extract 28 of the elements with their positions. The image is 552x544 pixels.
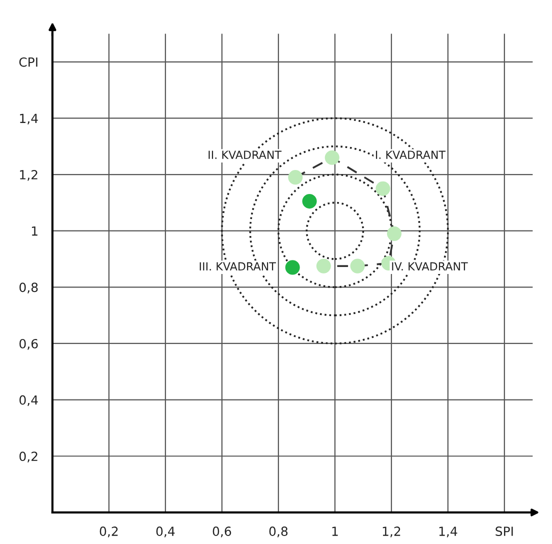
y-tick-label: 1 xyxy=(32,226,38,236)
annotation: II. KVADRANT xyxy=(208,150,282,159)
point xyxy=(386,226,402,241)
point xyxy=(324,150,340,165)
point xyxy=(350,258,365,274)
point xyxy=(288,170,303,185)
y-tick-label: 0,8 xyxy=(19,282,38,294)
annotation: I. KVADRANT xyxy=(376,150,446,159)
y-tick-label: 0,2 xyxy=(19,452,38,462)
x-tick-label: 1 xyxy=(332,526,338,536)
y-tick-label: 1,4 xyxy=(20,114,38,124)
x-tick-label: 0,2 xyxy=(100,526,118,538)
y-tick-label: CPI xyxy=(19,57,38,67)
point xyxy=(376,181,390,196)
point xyxy=(285,260,300,275)
x-tick-label: 0,4 xyxy=(156,526,175,538)
y-tick-label: 0,4 xyxy=(19,395,38,406)
annotation: IV. KVADRANT xyxy=(392,262,468,270)
x-tick-label: 0,6 xyxy=(212,526,232,538)
annotation: III. KVADRANT xyxy=(200,262,276,270)
point xyxy=(302,194,317,209)
x-tick-label: SPI xyxy=(496,526,513,536)
point xyxy=(316,258,331,274)
x-tick-label: 1,2 xyxy=(382,526,400,538)
y-tick-label: 1,2 xyxy=(20,170,38,181)
x-tick-label: 0,8 xyxy=(269,526,288,538)
x-tick-label: 1,4 xyxy=(439,526,458,538)
y-tick-label: 0,6 xyxy=(19,338,38,350)
